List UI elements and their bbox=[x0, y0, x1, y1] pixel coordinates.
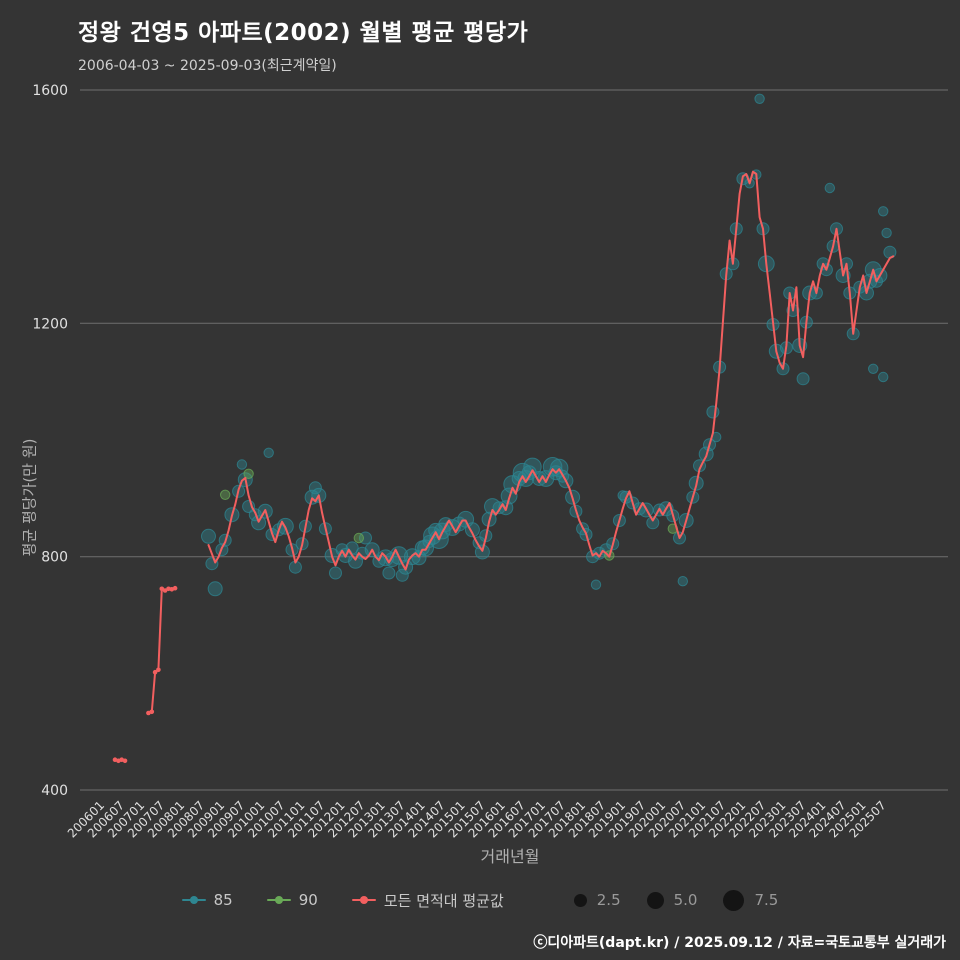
size-legend-label-medium: 5.0 bbox=[673, 891, 698, 909]
svg-text:400: 400 bbox=[41, 783, 68, 799]
average-line bbox=[112, 170, 895, 764]
legend-item-90[interactable]: 90 bbox=[266, 891, 318, 909]
bubble-series-90 bbox=[220, 468, 678, 561]
average-line-marker-icon bbox=[351, 894, 376, 906]
svg-text:1200: 1200 bbox=[32, 316, 68, 332]
chart-legend: 85 90 모든 면적대 평균값 2.5 5.0 7.5 bbox=[0, 883, 960, 917]
chart-area: 400 800 1200 1600 200601 200607 200701 200707 20… bbox=[0, 75, 960, 877]
size-dot-small-icon bbox=[573, 893, 587, 907]
size-legend-label-large: 7.5 bbox=[754, 891, 779, 909]
legend-item-average-line[interactable]: 모든 면적대 평균값 bbox=[351, 890, 504, 911]
legend-label-85: 85 bbox=[213, 891, 233, 909]
size-legend-5-0: 5.0 bbox=[646, 891, 698, 909]
source-credit: ⓒ디아파트(dapt.kr) / 2025.09.12 / 자료=국토교통부 실… bbox=[533, 935, 946, 951]
legend-label-average: 모든 면적대 평균값 bbox=[383, 891, 504, 910]
legend-item-85[interactable]: 85 bbox=[181, 891, 233, 909]
price-chart-svg: 400 800 1200 1600 20060120060720070120070720… bbox=[32, 83, 948, 841]
size-legend-2-5: 2.5 bbox=[573, 891, 621, 909]
series-90-marker-icon bbox=[266, 894, 291, 906]
legend-label-90: 90 bbox=[298, 891, 318, 909]
size-dot-medium-icon bbox=[646, 891, 664, 909]
date-range-subtitle: 2006-04-03 ~ 2025-09-03(최근계약일) bbox=[78, 58, 337, 74]
size-legend-label-small: 2.5 bbox=[596, 891, 621, 909]
y-gridlines bbox=[80, 89, 948, 791]
size-legend-7-5: 7.5 bbox=[723, 889, 779, 911]
chart-header: 정왕 건영5 아파트(2002) 월별 평균 평당가 2006-04-03 ~ … bbox=[0, 0, 960, 75]
bubble-size-legend: 2.5 5.0 7.5 bbox=[573, 889, 779, 911]
svg-text:1600: 1600 bbox=[32, 83, 68, 99]
x-tick-labels: 2006012006072007012007072008012008072009… bbox=[65, 798, 889, 840]
bubble-series-85 bbox=[201, 93, 897, 597]
size-dot-large-icon bbox=[723, 889, 745, 911]
page-title: 정왕 건영5 아파트(2002) 월별 평균 평당가 bbox=[78, 20, 529, 46]
series-85-marker-icon bbox=[181, 894, 206, 906]
svg-text:800: 800 bbox=[41, 550, 68, 566]
y-tick-labels: 400 800 1200 1600 bbox=[32, 83, 68, 799]
